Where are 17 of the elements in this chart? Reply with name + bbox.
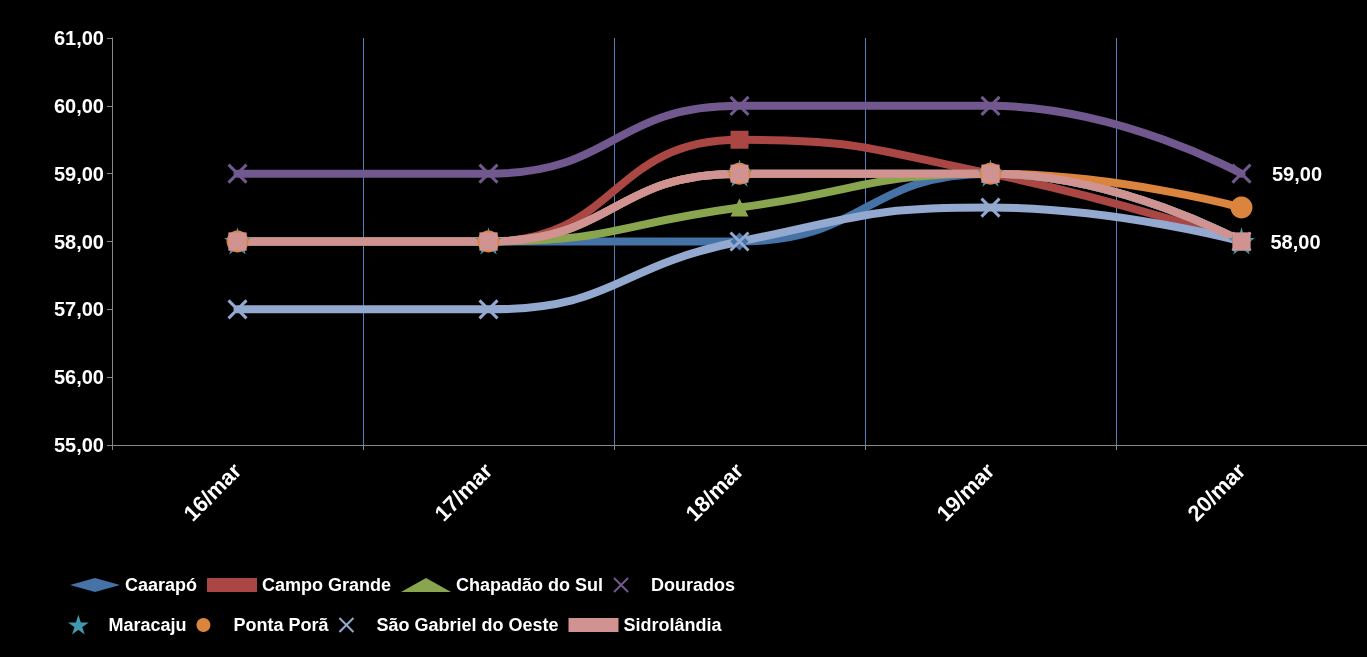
- y-tick-label: 57,00: [53, 298, 104, 321]
- legend-label: Chapadão do Sul: [456, 575, 604, 595]
- y-tick-label: 59,00: [53, 162, 104, 185]
- y-tick-label: 60,00: [53, 94, 104, 117]
- y-tick-label: 55,00: [53, 434, 104, 456]
- legend-label: Sidrolândia: [623, 615, 723, 635]
- legend-label: Maracaju: [108, 615, 187, 635]
- y-tick-label: 56,00: [53, 366, 104, 389]
- data-label: 58,00: [1270, 230, 1321, 253]
- legend-label: Campo Grande: [262, 575, 392, 595]
- y-tick-label: 61,00: [53, 27, 104, 49]
- legend-label: São Gabriel do Oeste: [376, 615, 559, 635]
- legend-label: Caarapó: [125, 575, 198, 595]
- legend-label: Ponta Porã: [233, 615, 330, 635]
- legend-label: Dourados: [651, 575, 736, 595]
- data-label: 59,00: [1272, 162, 1323, 185]
- y-tick-label: 58,00: [53, 230, 104, 253]
